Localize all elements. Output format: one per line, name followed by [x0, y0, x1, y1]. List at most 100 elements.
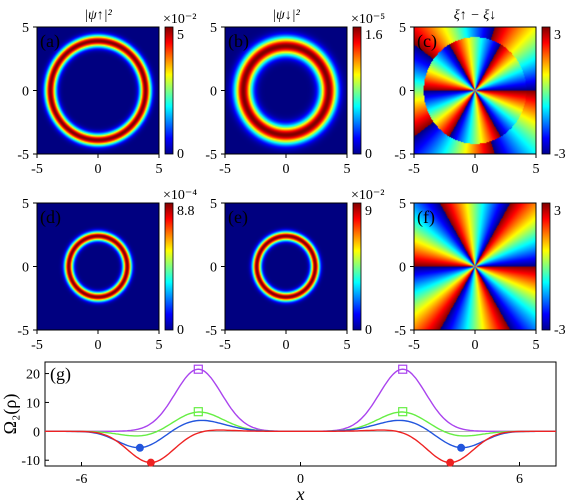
y-tick-label: 5	[399, 197, 406, 212]
x-tick-label: -5	[31, 338, 43, 353]
peak-marker	[193, 407, 203, 417]
x-tick-label: 5	[156, 338, 163, 353]
y-tick-label: 5	[399, 21, 406, 36]
x-tick-label: -5	[219, 162, 231, 177]
colorbar-min: 0	[177, 147, 184, 162]
colorbar-max: 3	[554, 204, 561, 219]
x-tick-label: 5	[344, 338, 351, 353]
x-tick-label: 5	[156, 162, 163, 177]
chart-frame	[44, 361, 557, 467]
x-axis-label: x	[296, 484, 305, 502]
dip-marker	[446, 458, 455, 467]
y-tick-label: 0	[210, 85, 217, 100]
colorbar-min: -3	[554, 323, 566, 338]
panel-label: (e)	[228, 207, 248, 228]
panel-title: |ψ↓|²	[272, 8, 300, 23]
x-tick-label: 0	[472, 338, 479, 353]
y-tick-label: 0	[210, 261, 217, 276]
y-tick-label: 5	[22, 197, 29, 212]
y-tick-label: 5	[210, 21, 217, 36]
y-tick-label: 20	[26, 368, 40, 383]
colorbar-exponent: ×10⁻²	[351, 188, 384, 203]
colorbar-max: 3	[554, 28, 561, 43]
colorbar-max: 5	[177, 28, 184, 43]
colorbar-min: 0	[365, 147, 372, 162]
y-tick-label: 0	[22, 261, 29, 276]
y-tick-label: -10	[21, 454, 40, 469]
x-tick-label: -5	[408, 338, 420, 353]
y-tick-label: -5	[205, 148, 217, 163]
panel-label: (c)	[417, 31, 437, 52]
y-tick-label: -5	[394, 324, 406, 339]
colorbar-max: 1.6	[365, 28, 383, 43]
heatmap-image	[225, 203, 347, 330]
y-tick-label: -5	[17, 148, 29, 163]
colorbar	[164, 202, 174, 331]
heatmap-grid: (a)|ψ↑|²-5 0 550-550×10⁻²(b)|ψ↓|²-5 0 550-51…	[17, 8, 565, 353]
line-chart-g: -6 0 6 -10 0 10 20 x Ω₂(ρ) (g)	[0, 361, 557, 502]
colorbar-min: 0	[365, 323, 372, 338]
y-axis-label: Ω₂(ρ)	[0, 394, 21, 435]
heatmap-panel: (d)-5 0 550-58.80×10⁻⁴	[17, 188, 197, 353]
y-tick-label: -5	[205, 324, 217, 339]
x-tick-label: 5	[533, 162, 540, 177]
heatmap-image	[37, 27, 159, 154]
colorbar-exponent: ×10⁻⁴	[163, 188, 197, 203]
y-tick-label: 5	[22, 21, 29, 36]
x-tick-label: -6	[76, 472, 88, 487]
panel-title: ξ↑ − ξ↓	[454, 8, 496, 23]
x-tick-label: -5	[408, 162, 420, 177]
peak-marker	[398, 364, 408, 374]
y-tick-label: 0	[399, 85, 406, 100]
y-tick-label: -5	[17, 324, 29, 339]
panel-label: (a)	[40, 31, 60, 52]
y-tick-label: 5	[210, 197, 217, 212]
heatmap-image	[37, 203, 159, 330]
panel-title: |ψ↑|²	[84, 8, 112, 23]
colorbar	[164, 26, 174, 155]
colorbar	[541, 26, 551, 155]
colorbar	[352, 26, 362, 155]
x-tick-label: 5	[344, 162, 351, 177]
x-tick-label: -5	[31, 162, 43, 177]
colorbar-max: 8.8	[177, 204, 195, 219]
dip-marker	[135, 443, 144, 452]
panel-label: (b)	[228, 31, 249, 52]
x-tick-label: 0	[472, 162, 479, 177]
y-tick-label: 10	[26, 396, 40, 411]
y-tick-label: 0	[22, 85, 29, 100]
series-line	[45, 429, 556, 464]
colorbar	[352, 202, 362, 331]
heatmap-panel: (a)|ψ↑|²-5 0 550-550×10⁻²	[17, 8, 196, 177]
colorbar-min: -3	[554, 147, 566, 162]
y-tick-label: 0	[399, 261, 406, 276]
colorbar-min: 0	[177, 323, 184, 338]
peak-marker	[193, 364, 203, 374]
x-tick-label: -5	[219, 338, 231, 353]
peak-marker	[398, 407, 408, 417]
colorbar-exponent: ×10⁻⁵	[351, 12, 385, 27]
panel-label: (f)	[417, 207, 435, 228]
panel-label-g: (g)	[50, 364, 71, 385]
x-tick-label: 0	[283, 162, 290, 177]
colorbar-exponent: ×10⁻²	[163, 12, 196, 27]
heatmap-panel: (b)|ψ↓|²-5 0 550-51.60×10⁻⁵	[205, 8, 385, 177]
x-tick-label: 0	[283, 338, 290, 353]
heatmap-image	[414, 27, 536, 154]
y-tick-label: 0	[33, 425, 40, 440]
heatmap-panel: (f) -5 0 5 5 0 -5 3 -3	[394, 197, 565, 353]
dip-marker	[146, 458, 155, 467]
panel-label: (d)	[40, 207, 61, 228]
y-tick-label: -5	[394, 148, 406, 163]
heatmap-panel: (c) ξ↑ − ξ↓ -5 0 5 5 0 -5 3 -3	[394, 8, 565, 177]
x-tick-label: 6	[516, 472, 523, 487]
x-tick-label: 0	[297, 472, 304, 487]
heatmap-image	[414, 203, 536, 330]
dip-marker	[457, 443, 466, 452]
heatmap-panel: (e)-5 0 550-590×10⁻²	[205, 188, 384, 353]
x-tick-label: 0	[95, 162, 102, 177]
colorbar-max: 9	[365, 204, 372, 219]
x-tick-label: 5	[533, 338, 540, 353]
colorbar	[541, 202, 551, 331]
